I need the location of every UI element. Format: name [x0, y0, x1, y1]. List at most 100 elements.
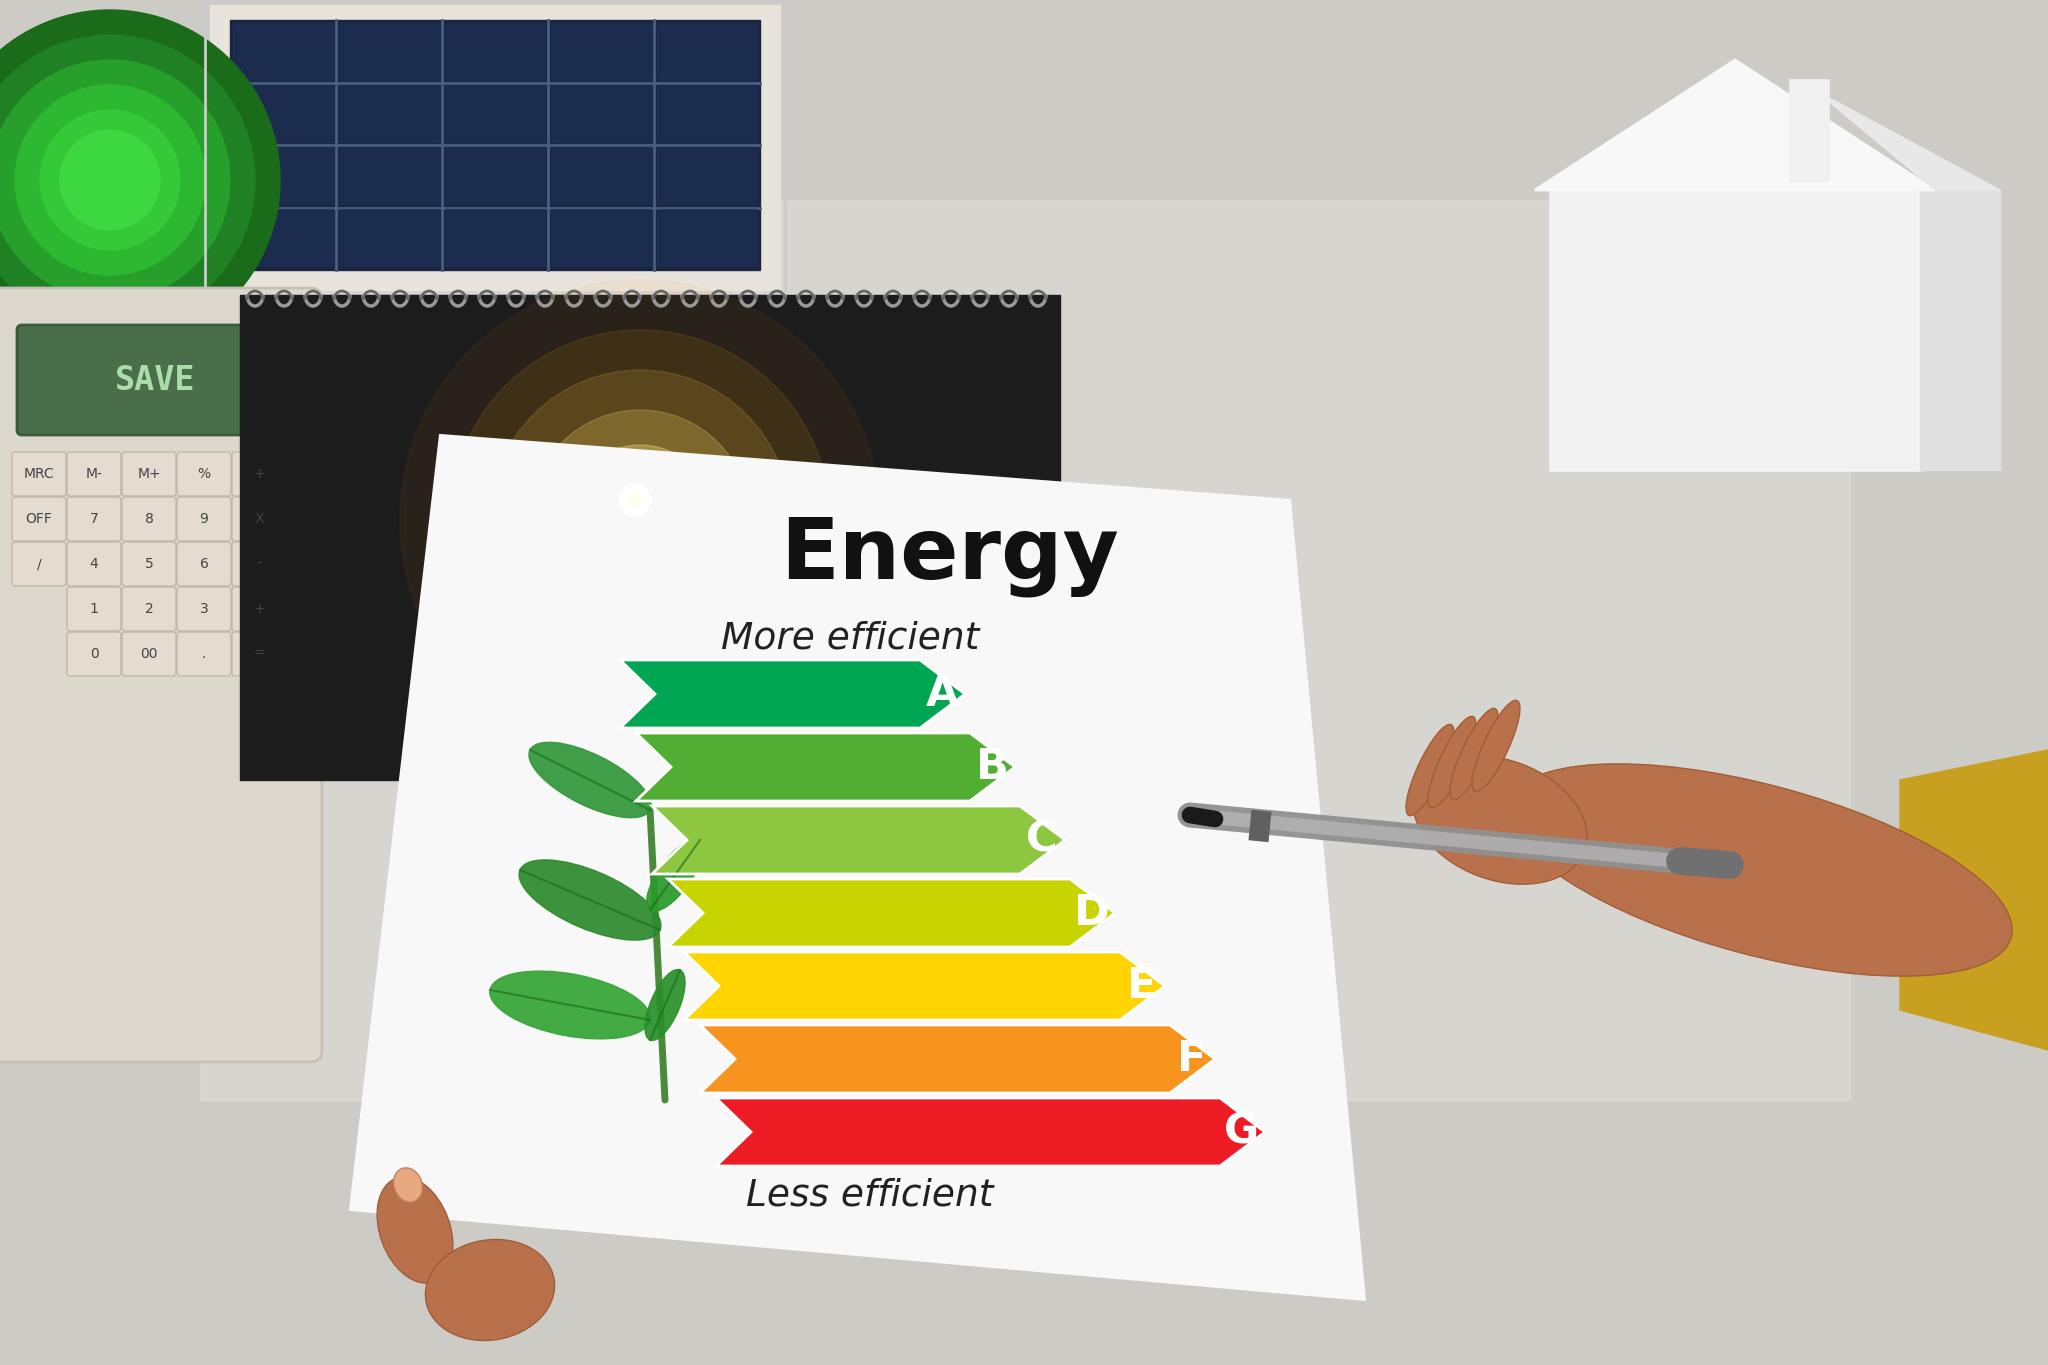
Text: 7: 7	[90, 512, 98, 526]
FancyBboxPatch shape	[176, 587, 231, 631]
Text: B: B	[975, 747, 1008, 788]
FancyBboxPatch shape	[176, 542, 231, 586]
Bar	[606, 618, 674, 629]
Polygon shape	[637, 733, 1016, 801]
Text: C: C	[1026, 819, 1059, 861]
Polygon shape	[211, 5, 780, 289]
FancyBboxPatch shape	[12, 497, 66, 541]
Bar	[444, 209, 545, 266]
Text: 2: 2	[145, 602, 154, 616]
Text: 00: 00	[139, 647, 158, 661]
Bar	[444, 147, 545, 203]
Text: F: F	[1178, 1037, 1206, 1080]
Polygon shape	[1536, 60, 1935, 190]
Bar	[1790, 81, 1829, 180]
FancyBboxPatch shape	[176, 632, 231, 676]
Ellipse shape	[567, 450, 713, 610]
Polygon shape	[621, 661, 965, 728]
Bar	[657, 209, 758, 266]
Ellipse shape	[528, 743, 651, 818]
Ellipse shape	[645, 969, 684, 1040]
Ellipse shape	[1450, 708, 1497, 800]
Bar	[551, 147, 651, 203]
Circle shape	[602, 468, 668, 532]
FancyBboxPatch shape	[231, 632, 287, 676]
FancyBboxPatch shape	[123, 587, 176, 631]
Text: 6: 6	[199, 557, 209, 571]
Polygon shape	[350, 435, 1366, 1299]
Text: /: /	[37, 557, 41, 571]
Bar	[657, 23, 758, 81]
Text: 8: 8	[145, 512, 154, 526]
Bar	[1919, 190, 2001, 470]
Bar	[444, 85, 545, 142]
Bar	[657, 147, 758, 203]
Bar	[606, 644, 674, 655]
Text: Energy: Energy	[780, 513, 1120, 597]
Circle shape	[618, 485, 651, 516]
Circle shape	[629, 493, 641, 506]
Circle shape	[565, 445, 715, 595]
Bar	[233, 85, 334, 142]
Ellipse shape	[393, 1168, 422, 1203]
Bar	[444, 23, 545, 81]
Ellipse shape	[377, 1177, 453, 1283]
Text: 9: 9	[199, 512, 209, 526]
Circle shape	[41, 111, 180, 250]
Ellipse shape	[426, 1239, 555, 1340]
Bar	[233, 23, 334, 81]
Polygon shape	[668, 879, 1114, 947]
Text: 4: 4	[90, 557, 98, 571]
Bar	[1550, 190, 1919, 470]
Text: OFF: OFF	[25, 512, 53, 526]
Circle shape	[0, 35, 256, 325]
Polygon shape	[1901, 749, 2048, 1050]
Bar	[606, 631, 674, 642]
Ellipse shape	[1407, 725, 1454, 816]
Bar	[233, 209, 334, 266]
FancyBboxPatch shape	[68, 497, 121, 541]
Text: +: +	[254, 602, 264, 616]
FancyBboxPatch shape	[231, 497, 287, 541]
Polygon shape	[700, 1025, 1214, 1093]
Circle shape	[399, 280, 881, 760]
Bar	[340, 23, 438, 81]
Text: .: .	[203, 647, 207, 661]
Text: Less efficient: Less efficient	[745, 1178, 993, 1213]
FancyBboxPatch shape	[123, 632, 176, 676]
Bar	[657, 85, 758, 142]
Text: X: X	[254, 512, 264, 526]
Circle shape	[0, 60, 229, 300]
Circle shape	[530, 410, 750, 631]
FancyBboxPatch shape	[12, 542, 66, 586]
Ellipse shape	[518, 860, 662, 940]
Text: MRC: MRC	[25, 467, 55, 480]
Bar	[551, 209, 651, 266]
Text: 1: 1	[90, 602, 98, 616]
Polygon shape	[651, 805, 1065, 874]
Bar	[606, 657, 674, 667]
Bar	[612, 605, 668, 676]
Ellipse shape	[1507, 764, 2011, 976]
Text: =: =	[254, 647, 264, 661]
Text: %: %	[197, 467, 211, 480]
FancyBboxPatch shape	[12, 452, 66, 495]
FancyBboxPatch shape	[231, 452, 287, 495]
Text: 0: 0	[90, 647, 98, 661]
Circle shape	[59, 130, 160, 229]
Circle shape	[451, 330, 829, 710]
Polygon shape	[229, 20, 760, 270]
Polygon shape	[1815, 90, 2001, 190]
FancyBboxPatch shape	[68, 587, 121, 631]
Text: 3: 3	[199, 602, 209, 616]
Ellipse shape	[1413, 756, 1587, 885]
FancyBboxPatch shape	[16, 325, 293, 435]
Text: SAVE: SAVE	[115, 363, 195, 396]
Bar	[606, 605, 674, 616]
Text: D: D	[1073, 891, 1110, 934]
Text: 5: 5	[145, 557, 154, 571]
Ellipse shape	[1473, 700, 1520, 792]
Bar	[340, 85, 438, 142]
Text: E: E	[1126, 965, 1157, 1007]
Circle shape	[489, 370, 791, 670]
